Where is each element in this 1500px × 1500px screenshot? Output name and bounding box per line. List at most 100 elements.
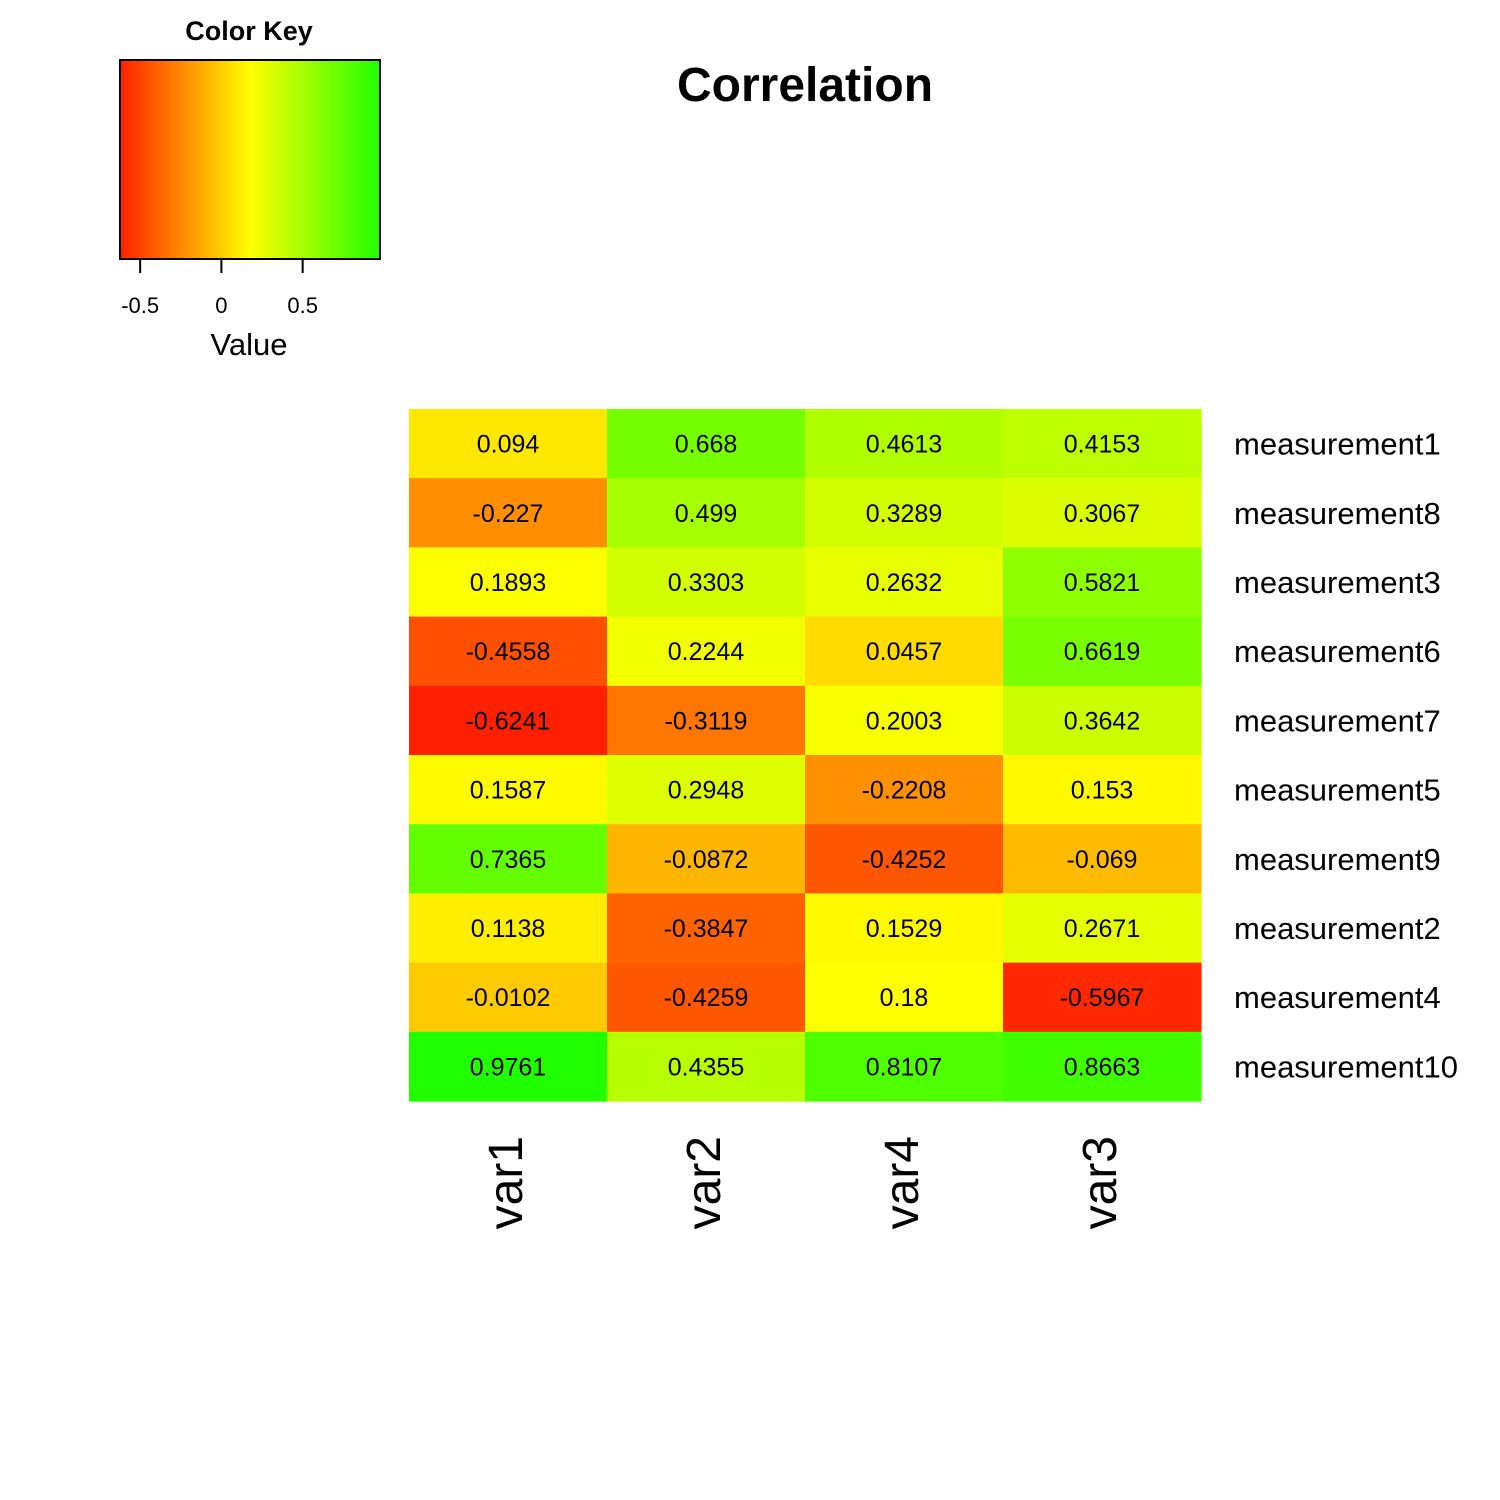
heatmap-cell-value: 0.499: [675, 500, 738, 528]
heatmap-cell: [805, 478, 1004, 548]
heatmap-cell: [607, 893, 806, 964]
heatmap-cell: [805, 616, 1004, 687]
heatmap-cell-value: 0.4355: [668, 1053, 744, 1081]
heatmap-cell-value: 0.3303: [668, 569, 744, 597]
heatmap-cell: [805, 547, 1004, 618]
heatmap-cell-value: 0.1587: [470, 777, 546, 805]
heatmap-cell: [1003, 962, 1202, 1033]
heatmap-cell: [607, 547, 806, 618]
heatmap-cell: [805, 824, 1004, 894]
heatmap-cell: [1003, 616, 1202, 687]
heatmap-cell: [805, 409, 1004, 479]
heatmap-cell-value: 0.668: [675, 431, 738, 459]
heatmap-column-label: var2: [678, 1136, 731, 1229]
heatmap-row-label: measurement4: [1234, 980, 1441, 1015]
heatmap-cell-value: 0.18: [880, 984, 929, 1012]
heatmap-cell: [607, 1031, 806, 1102]
heatmap-cell: [1003, 478, 1202, 548]
heatmap-cell-value: 0.5821: [1064, 569, 1140, 597]
heatmap-cell-value: -0.3847: [664, 915, 749, 943]
heatmap-cell-value: -0.227: [473, 500, 544, 528]
heatmap-cell-value: -0.4558: [466, 638, 551, 666]
heatmap-cell: [409, 685, 608, 756]
heatmap-row-label: measurement1: [1234, 427, 1441, 462]
heatmap-cell: [409, 616, 608, 687]
heatmap-cell: [805, 893, 1004, 964]
heatmap-cell-value: 0.7365: [470, 846, 546, 874]
heatmap-cell-value: -0.4252: [862, 846, 947, 874]
heatmap-cell-value: 0.2632: [866, 569, 942, 597]
heatmap-cell-value: 0.2003: [866, 707, 942, 735]
heatmap-cell-value: 0.3289: [866, 500, 942, 528]
heatmap-cell: [409, 824, 608, 894]
heatmap-cell: [409, 478, 608, 548]
heatmap-cell: [607, 478, 806, 548]
heatmap-row-label: measurement10: [1234, 1049, 1458, 1084]
color-key-title: Color Key: [185, 16, 313, 46]
heatmap-cell-value: -0.0872: [664, 846, 749, 874]
heatmap-cell-value: 0.1138: [471, 915, 546, 943]
heatmap-cell-value: 0.4613: [866, 431, 942, 459]
heatmap-cell-value: -0.4259: [664, 984, 749, 1012]
heatmap-cell: [1003, 755, 1202, 825]
color-key-ticks: -0.5 0 0.5: [121, 259, 318, 318]
heatmap-cell-value: -0.069: [1067, 846, 1138, 874]
heatmap-cell: [409, 409, 608, 479]
heatmap-cell-value: -0.6241: [466, 707, 551, 735]
heatmap-cell-value: 0.3067: [1064, 500, 1140, 528]
heatmap-cell: [805, 962, 1004, 1033]
heatmap-cell: [409, 547, 608, 618]
heatmap-cell: [409, 755, 608, 825]
heatmap-cell-value: -0.0102: [466, 984, 551, 1012]
heatmap-cell-value: 0.2948: [668, 777, 744, 805]
heatmap-column-label: var3: [1074, 1136, 1127, 1229]
heatmap-cell: [805, 1031, 1004, 1102]
heatmap-cell: [607, 755, 806, 825]
color-key: Color Key -0.5 0 0.5 Value: [119, 16, 381, 362]
heatmap-column-label: var4: [876, 1136, 929, 1229]
heatmap-cell: [805, 755, 1004, 825]
heatmap-row-label: measurement6: [1234, 634, 1441, 669]
color-key-tick-label: -0.5: [121, 293, 159, 318]
heatmap-cell: [1003, 409, 1202, 479]
heatmap-cell: [409, 893, 608, 964]
heatmap-cell: [1003, 547, 1202, 618]
heatmap-cell: [607, 616, 806, 687]
heatmap-row-label: measurement5: [1234, 773, 1441, 808]
heatmap-cell-value: 0.8663: [1064, 1053, 1140, 1081]
heatmap-cell-value: -0.2208: [862, 777, 947, 805]
heatmap-cell: [1003, 1031, 1202, 1102]
heatmap-cell-value: 0.9761: [470, 1053, 546, 1081]
heatmap-cell-value: 0.6619: [1064, 638, 1140, 666]
heatmap-cell-value: 0.4153: [1064, 431, 1140, 459]
heatmap-cell-value: 0.1893: [470, 569, 546, 597]
heatmap-cell: [607, 824, 806, 894]
color-key-tick-label: 0: [215, 293, 227, 318]
heatmap-cell-value: -0.3119: [665, 707, 748, 735]
color-key-gradient-bar: [119, 59, 381, 260]
heatmap-column-labels: var1 var2 var4 var3: [480, 1136, 1127, 1229]
chart-title: Correlation: [677, 59, 933, 112]
heatmap-row-labels: measurement1 measurement8 measurement3 meas…: [1234, 427, 1458, 1085]
heatmap-cell-value: 0.0457: [866, 638, 942, 666]
heatmap-row-label: measurement2: [1234, 911, 1441, 946]
heatmap-row-label: measurement9: [1234, 842, 1441, 877]
heatmap-cell: [1003, 685, 1202, 756]
heatmap-cell-value: 0.153: [1071, 777, 1134, 805]
heatmap-cell-value: -0.5967: [1060, 984, 1145, 1012]
heatmap-cell: [409, 962, 608, 1033]
heatmap-cell: [607, 685, 806, 756]
heatmap-cell-value: 0.1529: [866, 915, 942, 943]
heatmap-cell: [409, 1031, 608, 1102]
heatmap-cell: [607, 409, 806, 479]
heatmap-cell-value: 0.8107: [866, 1053, 942, 1081]
heatmap-cell-value: 0.094: [477, 431, 540, 459]
heatmap-cell: [805, 685, 1004, 756]
heatmap-cell: [1003, 893, 1202, 964]
heatmap-cells: 0.094 0.668 0.4613 0.4153 -0.227 0.499 0.3289 0…: [409, 409, 1202, 1102]
heatmap-cell: [1003, 824, 1202, 894]
heatmap-row-label: measurement7: [1234, 703, 1441, 738]
heatmap-row-label: measurement8: [1234, 496, 1441, 531]
color-key-tick-label: 0.5: [287, 293, 318, 318]
